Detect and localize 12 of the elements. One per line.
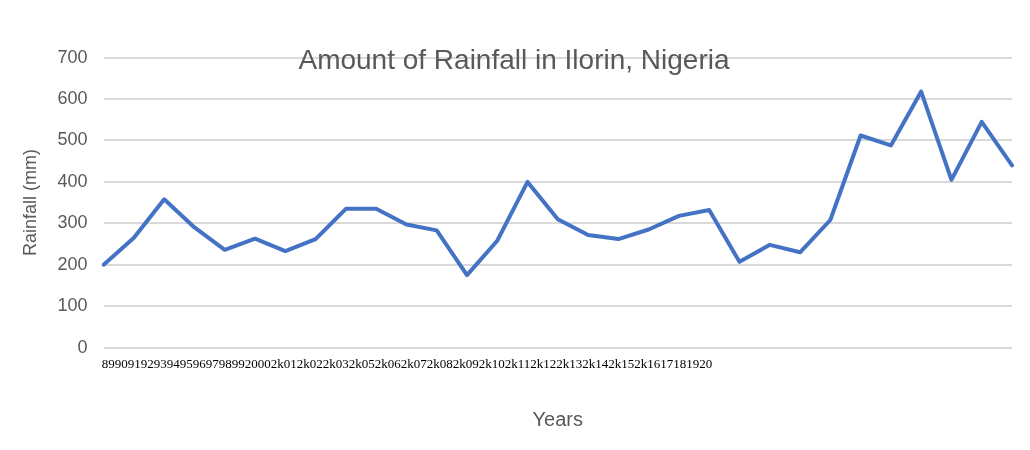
y-tick-label: 400 bbox=[57, 170, 88, 191]
x-axis-title: Years bbox=[532, 407, 584, 430]
chart-title: Amount of Rainfall in Ilorin, Nigeria bbox=[298, 43, 730, 75]
y-axis-title: Rainfall (mm) bbox=[19, 149, 40, 257]
y-tick-label: 200 bbox=[57, 253, 88, 274]
text: 899091929394959697989920002k012k022k032k052k062k072k082k092k102k112k122k132k142k152k1617181920 bbox=[101, 355, 713, 371]
y-tick-label: 700 bbox=[57, 46, 88, 67]
y-tick-label: 100 bbox=[57, 295, 88, 316]
y-tick-label: 600 bbox=[57, 88, 88, 108]
y-tick-label: 300 bbox=[57, 212, 88, 233]
y-tick-label: 500 bbox=[57, 129, 88, 150]
y-tick-label: 0 bbox=[77, 336, 88, 357]
